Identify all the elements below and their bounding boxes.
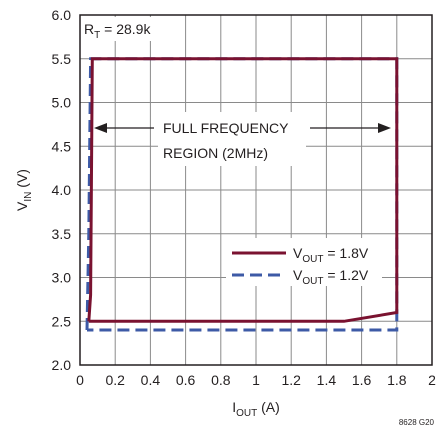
y-tick-label: 5.5 — [52, 51, 72, 67]
grid — [80, 15, 432, 365]
x-tick-label: 1.8 — [387, 372, 407, 388]
y-tick-label: 5.0 — [52, 95, 72, 111]
x-tick-label: 0 — [76, 372, 84, 388]
legend-background — [226, 238, 382, 286]
x-tick-label: 1.4 — [317, 372, 337, 388]
x-tick-label: 1 — [252, 372, 260, 388]
x-axis-label: IOUT (A) — [232, 399, 280, 419]
y-tick-label: 4.0 — [52, 182, 72, 198]
x-tick-label: 0.2 — [105, 372, 125, 388]
region-annotation-line-2: REGION (2MHz) — [163, 145, 268, 161]
series-vout-1-2v-line — [85, 57, 399, 332]
y-tick-label: 4.5 — [52, 138, 72, 154]
x-tick-label: 0.4 — [141, 372, 161, 388]
x-tick-label: 0.6 — [176, 372, 196, 388]
x-tick-label: 1.6 — [352, 372, 372, 388]
figure-code: 8628 G20 — [399, 418, 435, 427]
x-tick-label: 0.8 — [211, 372, 231, 388]
legend-label-vout-1-2v: VOUT = 1.2V — [293, 267, 369, 287]
plot-frame — [79, 14, 433, 366]
legend-label-vout-1-8v: VOUT = 1.8V — [293, 245, 369, 265]
arrow-left-icon — [94, 123, 107, 133]
y-tick-label: 2.0 — [52, 357, 72, 373]
y-tick-labels: 2.0 2.5 3.0 3.5 4.0 4.5 5.0 5.5 6.0 — [52, 7, 72, 373]
region-annotation-background — [158, 112, 306, 166]
y-tick-label: 3.5 — [52, 226, 72, 242]
rt-annotation-background — [82, 17, 182, 41]
region-annotation-line-1: FULL FREQUENCY — [163, 120, 289, 136]
series-vout-1-8v-line — [87, 57, 399, 323]
x-tick-labels: 0 0.2 0.4 0.6 0.8 1 1.2 1.4 1.6 1.8 2 — [76, 372, 436, 388]
legend: VOUT = 1.8V VOUT = 1.2V — [226, 238, 382, 287]
x-tick-label: 1.2 — [281, 372, 301, 388]
rt-annotation: RT = 28.9k — [84, 21, 151, 41]
x-tick-label: 2 — [428, 372, 436, 388]
y-axis-label: VIN (V) — [14, 169, 34, 211]
y-tick-label: 6.0 — [52, 7, 72, 23]
y-tick-label: 3.0 — [52, 270, 72, 286]
y-tick-label: 2.5 — [52, 313, 72, 329]
arrow-right-icon — [378, 123, 391, 133]
